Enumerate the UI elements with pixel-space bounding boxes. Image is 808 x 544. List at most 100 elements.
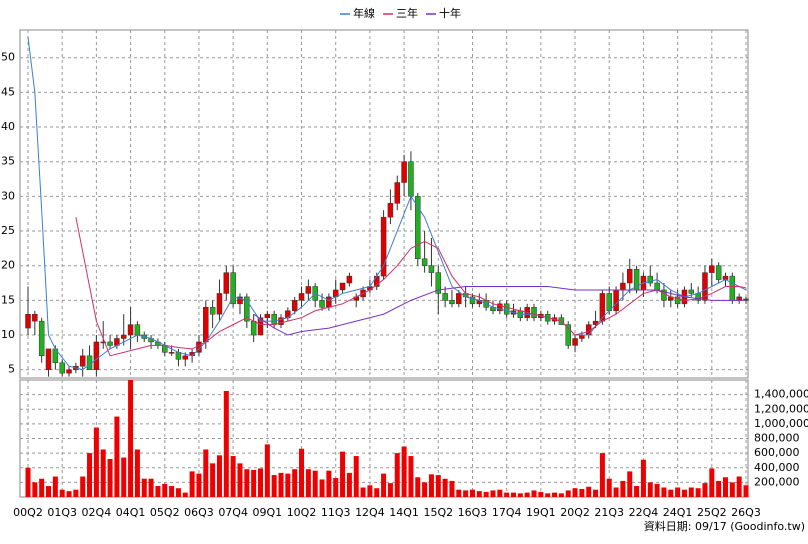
x-tick-label: 09Q1 [253,506,283,519]
volume-bar [374,488,380,497]
x-tick-label: 16Q3 [458,506,488,519]
candle-body [565,324,571,346]
x-tick-label: 04Q1 [116,506,146,519]
volume-bar [736,476,742,497]
x-tick-label: 24Q1 [663,506,693,519]
x-tick-label: 12Q4 [355,506,385,519]
volume-bar [709,468,715,497]
candle-body [271,313,277,325]
ma-line [27,36,747,371]
volume-bar [134,449,140,497]
volume-bar [59,489,65,497]
candle-body [449,300,455,305]
volume-bar [175,488,181,497]
volume-bar [729,482,735,497]
candle-body [606,293,612,312]
x-tick-label: 14Q1 [389,506,419,519]
y2-tick-label: 1,400,000 [754,388,808,401]
x-tick-label: 20Q2 [560,506,590,519]
volume-bar [237,463,243,497]
candle-body [25,313,31,329]
volume-bar [442,478,448,497]
y2-tick-label: 800,000 [754,432,800,445]
candle-body [107,341,113,346]
x-tick-label: 10Q2 [287,506,317,519]
candle-body [442,293,448,301]
volume-bar [428,474,434,497]
candle-body [428,265,435,273]
y-tick-label: 30 [1,189,15,202]
x-tick-label: 00Q2 [13,506,43,519]
x-tick-label: 26Q3 [731,506,761,519]
ma-line [253,285,746,336]
volume-bar [661,487,667,497]
y-tick-label: 35 [1,155,15,168]
volume-bar [367,485,373,497]
candle-body [264,313,271,318]
candle-body [127,324,134,336]
x-tick-label: 19Q1 [526,506,556,519]
volume-bar [80,476,86,497]
volume-bar [360,487,366,497]
candle-body [230,272,236,305]
volume-bar [162,483,168,497]
volume-bar [476,491,482,497]
volume-bar [716,480,722,497]
candle-body [168,352,175,354]
candle-body [326,296,332,308]
volume-bar [401,446,407,497]
volume-bar [182,492,188,497]
volume-bar [524,492,530,497]
volume-bar [593,489,599,497]
volume-bar [634,486,640,497]
y2-tick-label: 1,200,000 [754,402,808,415]
volume-bar [511,492,517,497]
volume-bar [299,448,305,497]
y2-tick-label: 400,000 [754,461,800,474]
volume-bar [326,470,332,497]
candle-body [408,161,414,197]
candle-body [469,296,476,305]
volume-bar [264,444,270,497]
candle-body [203,307,209,343]
volume-bar [353,456,359,497]
volume-bar [620,480,626,497]
candle-body [216,293,223,315]
volume-bar [46,486,52,497]
volume-bar [333,477,339,497]
volume-bar [319,479,325,497]
x-tick-label: 25Q2 [697,506,727,519]
candle-body [531,307,537,318]
volume-bar [408,456,414,497]
candle-body [93,341,100,370]
volume-bar [141,478,147,497]
y2-tick-label: 600,000 [754,446,800,459]
volume-bar [504,492,510,497]
volume-bar [292,469,298,497]
candle-body [415,196,421,260]
candle-body [79,355,86,367]
ma-line [75,217,747,357]
candle-body [120,334,127,339]
volume-bar [743,485,749,497]
legend-label: 十年 [439,6,461,20]
y2-tick-label: 1,000,000 [754,417,808,430]
volume-bar [210,463,216,497]
volume-bar [422,482,428,497]
source-note: 資料日期: 09/17 (Goodinfo.tw) [644,519,805,533]
volume-bar [271,475,277,497]
volume-bar [93,427,99,497]
candle-body [244,296,250,322]
volume-bar [100,449,106,497]
candle-body [627,268,633,284]
candle-body [380,216,387,277]
candle-body [497,303,503,312]
x-tick-label: 15Q2 [423,506,453,519]
volume-bar [531,490,537,497]
candle-body [346,275,353,284]
candle-body [237,296,243,305]
volume-bar [244,469,250,497]
volume-bar [497,489,503,497]
volume-bar [148,478,154,497]
